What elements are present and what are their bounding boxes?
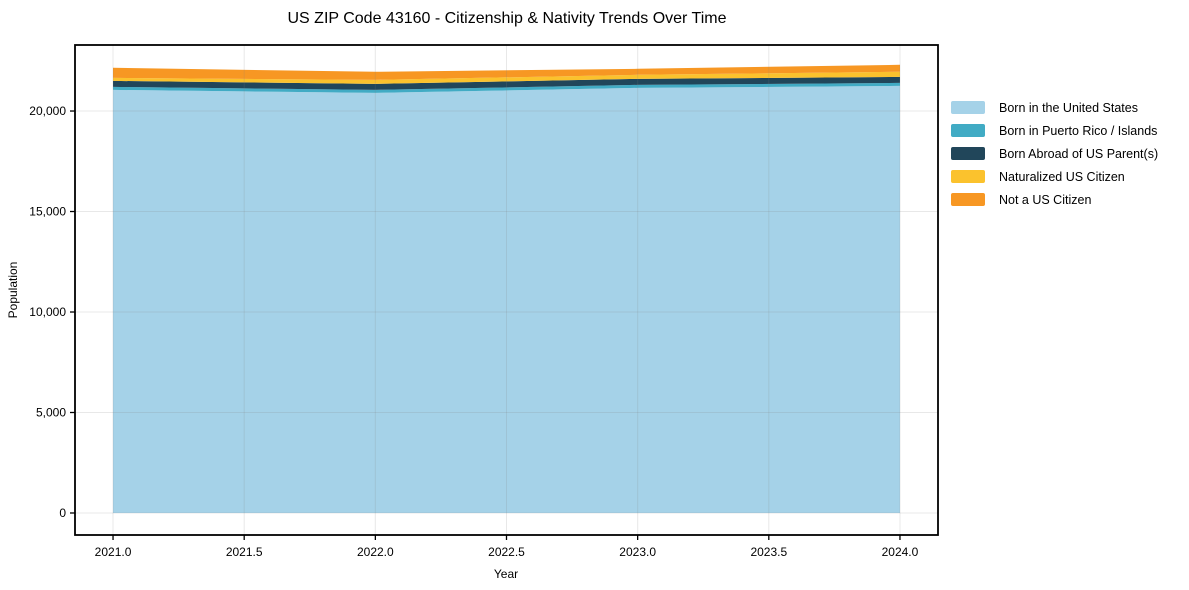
x-tick-label: 2022.0 (357, 545, 394, 559)
legend-swatch (951, 147, 985, 160)
y-tick-label: 0 (59, 506, 66, 520)
area-series-3 (113, 71, 900, 84)
y-tick-label: 5,000 (36, 406, 66, 420)
legend-item-0: Born in the United States (951, 100, 1158, 115)
x-tick-label: 2022.5 (488, 545, 525, 559)
x-tick-label: 2023.5 (750, 545, 787, 559)
legend-item-3: Naturalized US Citizen (951, 169, 1158, 184)
area-series-0 (113, 85, 900, 514)
legend-label: Born in the United States (999, 100, 1138, 115)
legend-label: Born Abroad of US Parent(s) (999, 146, 1159, 161)
legend-label: Born in Puerto Rico / Islands (999, 123, 1158, 138)
area-series-2 (113, 76, 900, 90)
area-series-1 (113, 82, 900, 93)
x-tick-label: 2021.5 (226, 545, 263, 559)
y-axis-label: Population (6, 262, 20, 319)
x-tick-label: 2023.0 (619, 545, 656, 559)
legend: Born in the United States Born in Puerto … (951, 101, 1158, 216)
legend-label: Naturalized US Citizen (999, 169, 1125, 184)
legend-swatch (951, 193, 985, 206)
y-tick-label: 20,000 (29, 104, 66, 118)
legend-item-2: Born Abroad of US Parent(s) (951, 146, 1159, 161)
x-tick-label: 2021.0 (95, 545, 132, 559)
legend-swatch (951, 101, 985, 114)
legend-label: Not a US Citizen (999, 192, 1092, 207)
x-tick-label: 2024.0 (882, 545, 919, 559)
plot-area: 2021.0 2021.5 2022.0 2022.5 2023.0 2023.5 2024… (29, 44, 939, 559)
y-tick-label: 15,000 (29, 205, 66, 219)
legend-swatch (951, 170, 985, 183)
legend-swatch (951, 124, 985, 137)
y-tick-label: 10,000 (29, 305, 66, 319)
x-axis-label: Year (494, 567, 518, 581)
legend-item-4: Not a US Citizen (951, 192, 1158, 207)
chart-title: US ZIP Code 43160 - Citizenship & Nativi… (288, 10, 727, 27)
area-series-4 (113, 64, 900, 80)
legend-item-1: Born in Puerto Rico / Islands (951, 123, 1158, 138)
